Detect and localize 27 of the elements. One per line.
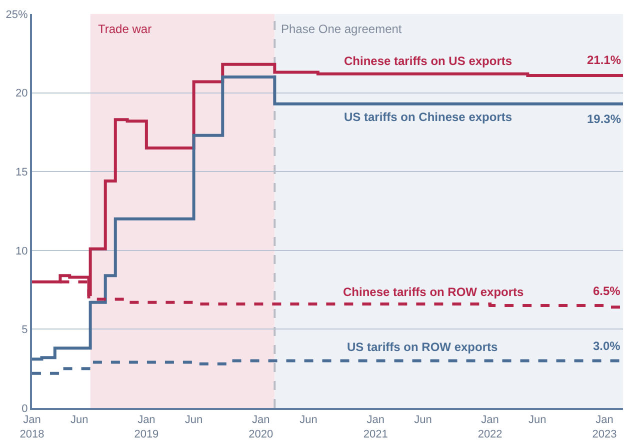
y-tick-label: 0 <box>22 402 28 415</box>
x-tick-label: Jan 2023 <box>592 414 617 440</box>
series-label: Chinese tariffs on ROW exports <box>343 285 524 299</box>
x-tick-label: Jan 2021 <box>363 414 388 440</box>
data-label: 3.0% <box>593 339 621 353</box>
series-label: US tariffs on Chinese exports <box>344 110 512 124</box>
y-tick-label: 15 <box>16 166 28 178</box>
series-label: US tariffs on ROW exports <box>347 340 498 354</box>
band-label: Trade war <box>98 22 152 36</box>
x-tick-label: Jan 2018 <box>20 414 44 440</box>
x-tick-label: Jun <box>300 414 318 426</box>
x-tick-label: Jan 2022 <box>478 414 502 440</box>
x-tick-label: Jun <box>414 414 432 426</box>
y-tick-label: 10 <box>16 245 28 258</box>
ref-line-label: Phase One agreement <box>281 22 402 36</box>
x-tick-label: Jun <box>528 414 546 426</box>
x-tick-label: Jan 2019 <box>134 414 159 440</box>
data-label: 19.3% <box>587 112 622 126</box>
series-label: Chinese tariffs on US exports <box>344 54 512 68</box>
y-tick-label: 25% <box>6 8 28 21</box>
data-label: 6.5% <box>593 284 621 298</box>
x-tick-label: Jun <box>70 414 88 426</box>
y-tick-label: 5 <box>22 324 28 336</box>
x-tick-label: Jan 2020 <box>248 414 274 440</box>
y-tick-label: 20 <box>16 88 28 100</box>
data-label: 21.1% <box>587 53 622 67</box>
x-tick-label: Jun <box>184 414 203 426</box>
